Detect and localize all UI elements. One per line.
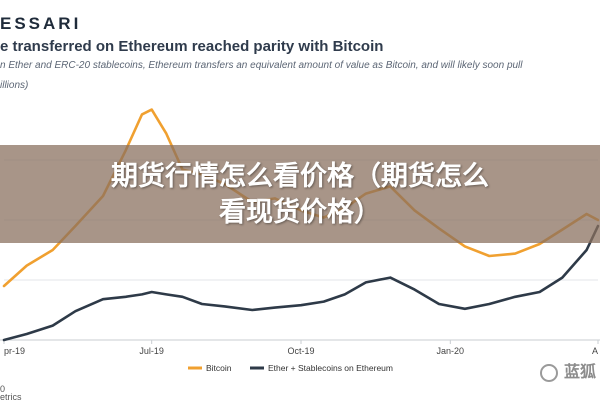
x-tick-label-1: Jul-19	[139, 346, 164, 356]
x-tick-label-3: Jan-20	[437, 346, 465, 356]
legend-label-0: Bitcoin	[206, 363, 232, 373]
overlay-headline-line1: 期货行情怎么看价格（期货怎么	[111, 161, 489, 192]
source-note-line2: etrics	[0, 392, 22, 400]
series-line-1	[2, 224, 600, 342]
overlay-banner	[0, 145, 600, 243]
chart-subtitle: n Ether and ERC-20 stablecoins, Ethereum…	[0, 60, 523, 71]
source-note-line1: 0	[0, 384, 6, 394]
x-tick-label-4: A	[592, 346, 598, 356]
overlay-headline-line2: 看现货价格）	[219, 197, 381, 228]
x-tick-label-0: pr-19	[4, 346, 25, 356]
watermark: 蓝狐	[539, 358, 596, 382]
chart-title: e transferred on Ethereum reached parity…	[0, 38, 384, 55]
brand-logo-text: ESSARI	[0, 14, 82, 33]
x-tick-label-2: Oct-19	[287, 346, 314, 356]
legend-label-1: Ether + Stablecoins on Ethereum	[268, 363, 393, 373]
watermark-text: 蓝狐	[563, 362, 596, 381]
unit-label: illions)	[0, 80, 29, 91]
fox-logo-icon	[539, 363, 558, 382]
overlay-headline: 期货行情怎么看价格（期货怎么 看现货价格）	[0, 159, 600, 231]
